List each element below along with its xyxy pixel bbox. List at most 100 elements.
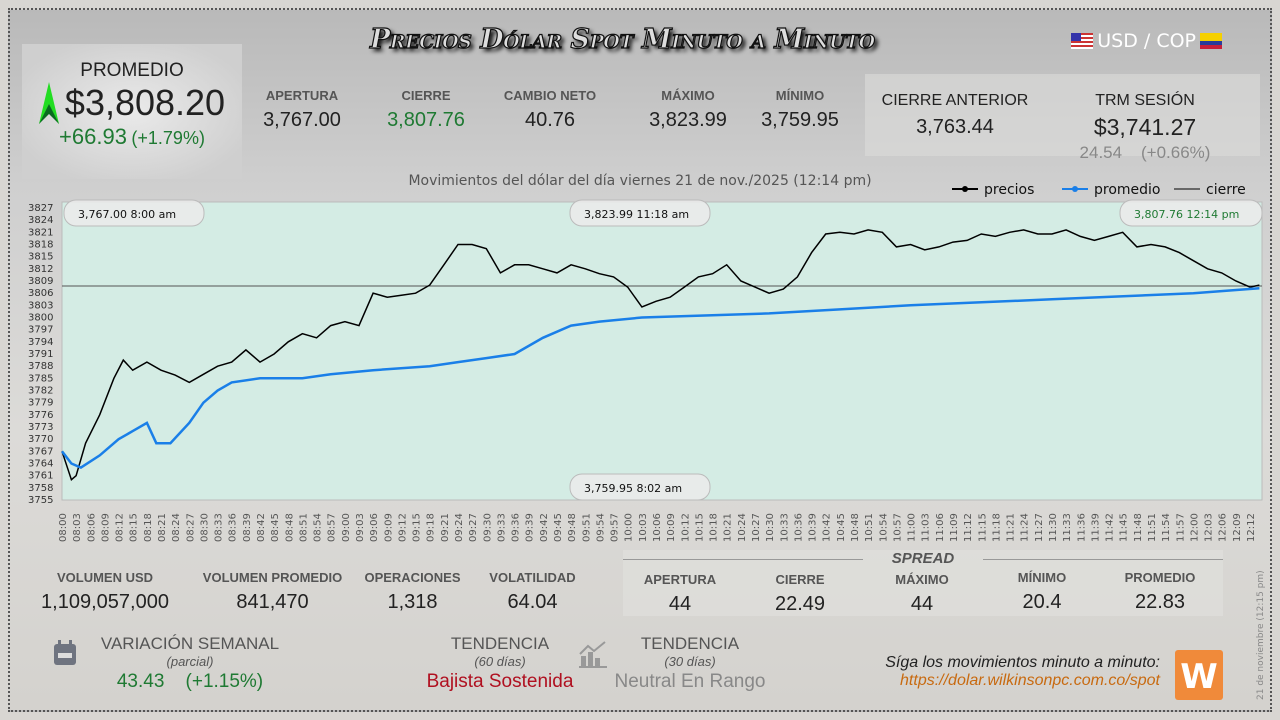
stat-label: MÁXIMO [895,572,949,587]
stat-value: 1,318 [387,591,438,613]
spread-title: SPREAD [891,550,955,567]
x-tick-label: 09:57 [610,513,621,542]
x-tick-label: 09:03 [355,513,366,542]
session-panel [865,74,1260,156]
annotation-box [63,199,205,227]
promedio-label: PROMEDIO [80,60,184,81]
stat-label: VOLUMEN PROMEDIO [202,570,343,585]
colombia-flag-icon [1200,33,1222,49]
annotation-box [569,199,711,227]
x-tick-label: 10:42 [822,513,833,542]
semanal-pct: (+1.15%) [185,671,264,692]
x-tick-label: 09:18 [426,513,437,542]
stat-value: 3,823.99 [649,109,727,131]
x-tick-label: 10:54 [878,513,889,542]
annotation-box [569,473,711,501]
stat-value: 22.49 [774,593,826,615]
x-tick-label: 08:03 [72,513,83,542]
trm-value: $3,741.27 [1093,114,1197,140]
x-tick-label: 09:51 [581,513,592,542]
us-flag-icon [1071,33,1094,49]
chart-subtitle: Movimientos del dólar del día viernes 21… [408,173,871,189]
annotation-label: 3,823.99 11:18 am [584,208,689,221]
stat-label: CAMBIO NETO [503,88,597,103]
timestamp: 21 de noviembre (12:15 pm) [1256,570,1266,700]
x-tick-label: 10:09 [666,513,677,542]
trm-label: TRM SESIÓN [1095,92,1195,109]
tendencia-label: TENDENCIA [640,634,740,653]
x-tick-label: 11:42 [1105,513,1116,542]
x-tick-label: 11:54 [1161,513,1172,542]
x-tick-label: 08:51 [298,513,309,542]
price-chart: Movimientos del dólar del día viernes 21… [28,173,1263,542]
variacion-semanal: VARIACIÓN SEMANAL (parcial) 43.43 (+1.15… [90,634,290,693]
stat-label: MÍNIMO [775,88,825,103]
x-tick-label: 08:18 [143,513,154,542]
y-tick-label: 3779 [28,398,53,409]
stat-value: 64.04 [507,591,558,613]
tendencia-30: TENDENCIA (30 días) Neutral En Rango [600,634,780,693]
y-tick-label: 3758 [28,483,53,494]
stat-label: APERTURA [643,572,717,587]
stat-label: CIERRE [775,572,825,587]
semanal-label: VARIACIÓN SEMANAL [100,634,280,653]
x-tick-label: 10:12 [680,513,691,542]
x-tick-label: 10:24 [737,513,748,542]
stat-label: MÁXIMO [661,88,715,103]
x-tick-label: 08:27 [185,513,196,542]
y-tick-label: 3800 [28,313,53,324]
legend-label-cierre: cierre [1206,182,1246,198]
spread-minimo: MÍNIMO 20.4 [982,570,1102,614]
promedio-value: $3,808.20 [64,82,226,123]
dashboard: Precios Dólar Spot Minuto a Minuto USD /… [8,8,1272,712]
promedio-change-pct: (+1.79%) [131,128,205,148]
legend-label-promedio: promedio [1094,182,1161,198]
x-tick-label: 10:51 [864,513,875,542]
x-tick-label: 10:45 [836,513,847,542]
x-tick-label: 11:57 [1175,513,1186,542]
y-tick-label: 3806 [28,288,53,299]
stat-value: 20.4 [1022,591,1062,613]
trm-change: 24.54 [1079,143,1123,162]
site-link[interactable]: https://dolar.wilkinsonpc.com.co/spot [900,672,1160,689]
x-tick-label: 08:24 [171,513,182,542]
plot-area [61,201,1263,501]
annotation-label: 3,759.95 8:02 am [584,482,682,495]
x-tick-label: 11:00 [907,513,918,542]
stat-label: VOLATILIDAD [489,570,576,585]
x-tick-label: 08:42 [256,513,267,542]
volumen-promedio: VOLUMEN PROMEDIO 841,470 [195,570,350,614]
stat-value: 1,109,057,000 [41,591,169,613]
semanal-sub: (parcial) [166,654,214,669]
promedio-panel: PROMEDIO $3,808.20 +66.93 (+1.79%) [22,44,242,179]
stat-value: 22.83 [1134,591,1186,613]
cierre-anterior: CIERRE ANTERIOR 3,763.44 [870,86,1040,139]
x-tick-label: 11:12 [963,513,974,542]
x-tick-label: 11:15 [977,513,988,542]
stat-maximo: MÁXIMO 3,823.99 [628,88,748,132]
stat-value: 3,759.95 [761,109,839,131]
x-tick-label: 11:30 [1048,513,1059,542]
x-tick-label: 12:03 [1204,513,1215,542]
x-tick-label: 09:33 [496,513,507,542]
x-tick-label: 08:33 [214,513,225,542]
legend-marker [962,186,968,192]
y-tick-label: 3827 [28,203,53,214]
y-tick-label: 3785 [28,373,53,384]
arrow-up-icon [38,82,59,124]
x-tick-label: 11:24 [1020,513,1031,542]
x-tick-label: 09:30 [482,513,493,542]
stat-value: 841,470 [236,591,309,613]
y-tick-label: 3788 [28,361,53,372]
divider [983,559,1223,560]
promedio-line [61,287,1260,470]
footer-promo: Síga los movimientos minuto a minuto: ht… [830,654,1160,690]
tendencia-sub: (60 días) [474,654,526,669]
y-tick-label: 3815 [28,252,53,263]
cierre-anterior-value: 3,763.44 [916,116,994,138]
follow-text: Síga los movimientos minuto a minuto: [885,654,1160,671]
x-tick-label: 09:24 [454,513,465,542]
page-title: Precios Dólar Spot Minuto a Minuto [369,23,875,55]
stat-value: 40.76 [524,109,576,131]
x-tick-label: 10:48 [850,513,861,542]
